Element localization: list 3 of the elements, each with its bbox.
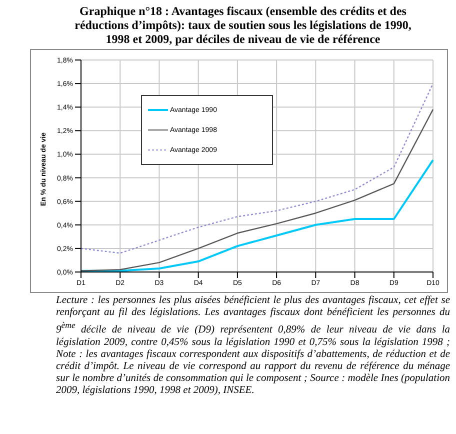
line-series: [80, 82, 434, 254]
text: Lecture : les personnes les plus aisées bénéficient le plus des avantages fiscaux, cet effet se renforçant au fil des législations. Les avantages fiscaux dont bénéficient les personnes du 9$^{ème}$ décile de niveau de vie (D9) représentent 0,89% de leur niveau de vie dans la législation 2009, contre 0,45% sous la législation 1990 et 0,75% sous la législation 1998 ; Note : les avantages fiscaux correspondent aux dispositifs d’abattements, de réduction et de crédit d’impôt. Le niveau de vie correspond au rapport du revenu de référence du ménage sur le nombre d’unités de consommation qui le composent ; Source : modèle Ines (population 2009, législations 1990, 1998 et 2009), INSEE.: [56, 295, 450, 396]
chart-title: Graphique n°18 : Avantages fiscaux (ensemble des crédits et des réductions d’impôts): taux de soutien sous les législations de 1990, 1998 et 2009, par déciles de niveau de vie de référence: [74, 3, 412, 48]
